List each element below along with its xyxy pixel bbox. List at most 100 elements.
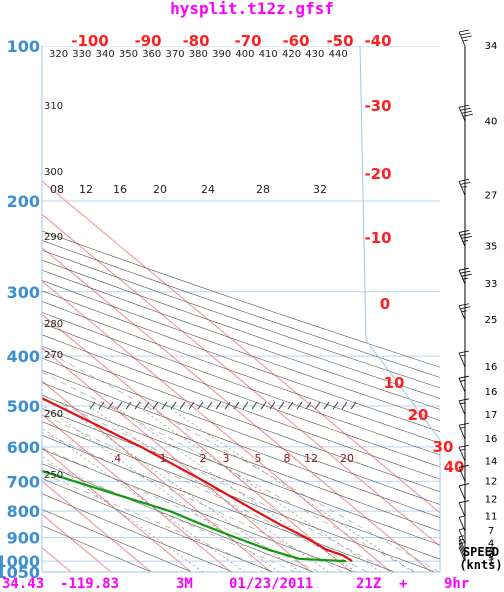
wind-barb: 35 — [458, 230, 497, 252]
wind-barb-staff — [458, 305, 466, 320]
dry-adiabat-label: 400 — [235, 49, 254, 60]
wind-barb: 16 — [458, 422, 497, 445]
temperature-tick-label: 20 — [408, 406, 429, 424]
moist-adiabat-line — [42, 460, 296, 572]
moist-adiabat-line — [42, 447, 320, 572]
wind-barb-feather — [458, 104, 470, 108]
wind-speed-label: 12 — [485, 476, 498, 487]
pressure-tick-label: 800 — [7, 502, 40, 521]
wind-speed-label: 40 — [485, 116, 498, 127]
pressure-tick-label: 900 — [7, 529, 40, 548]
tropopause-hatch — [305, 401, 312, 410]
isotherm-line — [42, 480, 152, 572]
pressure-tick-label: 1050 — [0, 563, 40, 582]
moist-adiabat-line — [42, 414, 368, 572]
footer-lat: 34.43 — [2, 576, 44, 592]
mixing-ratio-line — [42, 455, 204, 572]
dry-adiabat-line — [42, 334, 440, 480]
tropopause-hatch — [233, 401, 240, 410]
pressure-tick-label: 500 — [7, 397, 40, 416]
tropopause-hatch — [260, 401, 267, 410]
dry-adiabat-label: 290 — [44, 232, 63, 243]
wind-barb-staff — [458, 485, 466, 500]
pressure-tick-label: 300 — [7, 283, 40, 302]
pressure-tick-label: 400 — [7, 347, 40, 366]
dry-adiabat-line — [42, 493, 233, 572]
isotherm-line — [42, 513, 112, 572]
temperature-tick-label: -70 — [234, 32, 261, 50]
dry-adiabat-label: 310 — [44, 101, 63, 112]
footer-lon: -119.83 — [60, 576, 119, 592]
wind-barb: 12 — [458, 483, 498, 506]
mixing-ratio-label: 3 — [223, 452, 230, 465]
wind-barb: 11 — [458, 500, 497, 523]
wind-speed-label: 34 — [485, 41, 498, 52]
isotherm-line — [42, 313, 352, 572]
dry-adiabat-line — [42, 345, 440, 493]
dry-adiabat-label: 420 — [282, 49, 301, 60]
tropopause-hatch — [125, 401, 132, 410]
tropopause-hatch — [98, 401, 105, 410]
temperature-trace — [42, 396, 353, 563]
wind-speed-label: 16 — [485, 387, 498, 398]
dry-adiabat-line — [42, 509, 193, 572]
wind-barb-feather — [460, 107, 471, 111]
footer-plus: + — [399, 576, 407, 592]
dry-adiabat-label: 430 — [305, 49, 324, 60]
mixing-ratio-line — [166, 405, 414, 572]
isotherm-line — [0, 46, 31, 572]
wind-speed-label: 3 — [488, 553, 494, 564]
tropopause-hatch — [242, 401, 249, 410]
moist-adiabat-line — [42, 394, 392, 572]
mixing-ratio-label: 20 — [153, 183, 167, 196]
wind-barb: 1 — [458, 546, 494, 567]
footer-date: 01/23/2011 — [229, 576, 313, 592]
wind-barb-feather — [460, 306, 471, 310]
wind-barb: 16 — [458, 375, 498, 398]
dry-adiabat-label: 410 — [259, 49, 278, 60]
dry-adiabat-label: 320 — [49, 49, 68, 60]
wind-barb-half-feather — [460, 402, 466, 405]
wind-speed-label: 3 — [488, 549, 494, 560]
tropopause-hatch — [323, 401, 330, 410]
wind-barb-staff — [458, 270, 466, 285]
mixing-ratio-label: 20 — [340, 452, 354, 465]
mixing-ratio-label: 8 — [284, 452, 291, 465]
wind-barb-staff — [458, 447, 466, 462]
wind-barb-feather — [458, 303, 470, 307]
tropopause-hatch — [332, 401, 339, 410]
dry-adiabat-line — [42, 394, 440, 546]
mixing-ratio-line — [113, 405, 357, 572]
dry-adiabat-line — [42, 407, 440, 560]
footer-time: 21Z — [356, 576, 381, 592]
mixing-ratio-label: 1 — [160, 452, 167, 465]
wind-speed-label: 12 — [485, 495, 498, 506]
temperature-tick-label: 40 — [444, 458, 465, 476]
pressure-tick-label: 700 — [7, 472, 40, 491]
tropopause-hatch — [170, 401, 177, 410]
mixing-ratio-line — [88, 405, 329, 572]
wind-barb-feather — [458, 483, 470, 487]
mixing-ratio-label: 5 — [255, 452, 262, 465]
pressure-tick-label: 100 — [7, 37, 40, 56]
plot-boundary — [359, 45, 441, 572]
wind-speed-label: 27 — [485, 190, 498, 201]
tropopause-hatch — [215, 401, 222, 410]
mixing-ratio-label: 08 — [50, 183, 64, 196]
temperature-tick-label: -30 — [364, 97, 391, 115]
wind-barb-feather — [458, 398, 470, 402]
wind-barb-staff — [458, 31, 466, 47]
tropopause-hatch — [314, 401, 321, 410]
wind-barb-staff — [458, 352, 466, 368]
grid-layer — [0, 46, 440, 572]
wind-speed-label: 25 — [485, 315, 498, 326]
moist-adiabat-line — [42, 473, 272, 572]
mixing-ratio-label: 2 — [200, 452, 207, 465]
mixing-ratio-label: 28 — [256, 183, 270, 196]
chart-title: hysplit.t12z.gfsf — [170, 0, 334, 18]
wind-barb-staff — [458, 502, 466, 517]
wind-barb-feather — [460, 270, 471, 274]
temperature-tick-label: -50 — [326, 32, 353, 50]
